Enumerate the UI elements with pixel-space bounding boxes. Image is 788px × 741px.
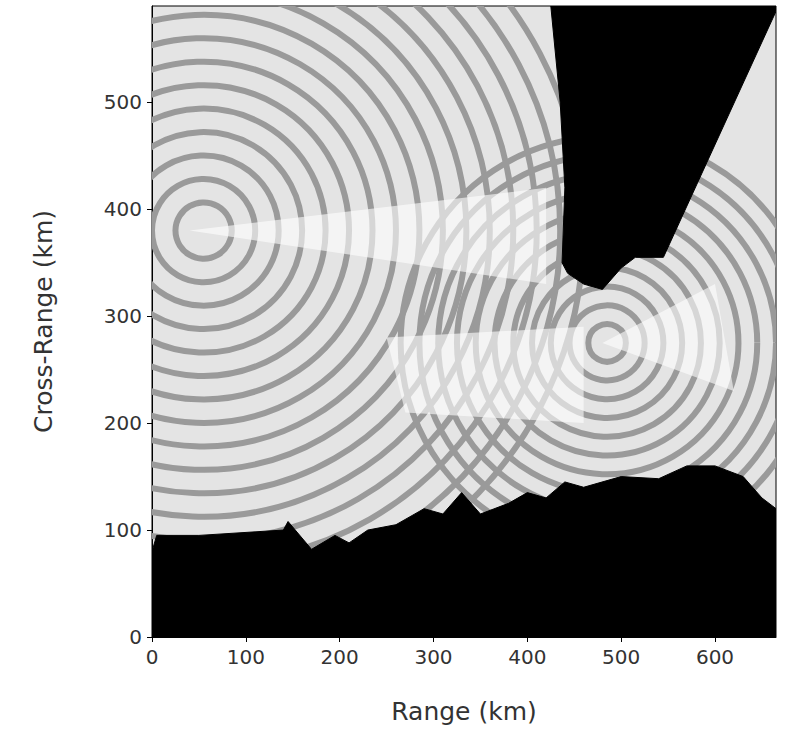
svg-text:500: 500 bbox=[104, 90, 142, 114]
svg-text:100: 100 bbox=[227, 645, 265, 669]
svg-text:0: 0 bbox=[146, 645, 159, 669]
svg-text:400: 400 bbox=[508, 645, 546, 669]
svg-text:Cross-Range (km): Cross-Range (km) bbox=[29, 210, 58, 433]
svg-text:300: 300 bbox=[414, 645, 452, 669]
svg-text:400: 400 bbox=[104, 197, 142, 221]
svg-text:100: 100 bbox=[104, 518, 142, 542]
svg-text:Range (km): Range (km) bbox=[391, 697, 537, 726]
svg-text:300: 300 bbox=[104, 304, 142, 328]
svg-text:200: 200 bbox=[104, 411, 142, 435]
svg-text:200: 200 bbox=[321, 645, 359, 669]
svg-text:0: 0 bbox=[129, 625, 142, 649]
svg-text:500: 500 bbox=[602, 645, 640, 669]
svg-text:600: 600 bbox=[696, 645, 734, 669]
